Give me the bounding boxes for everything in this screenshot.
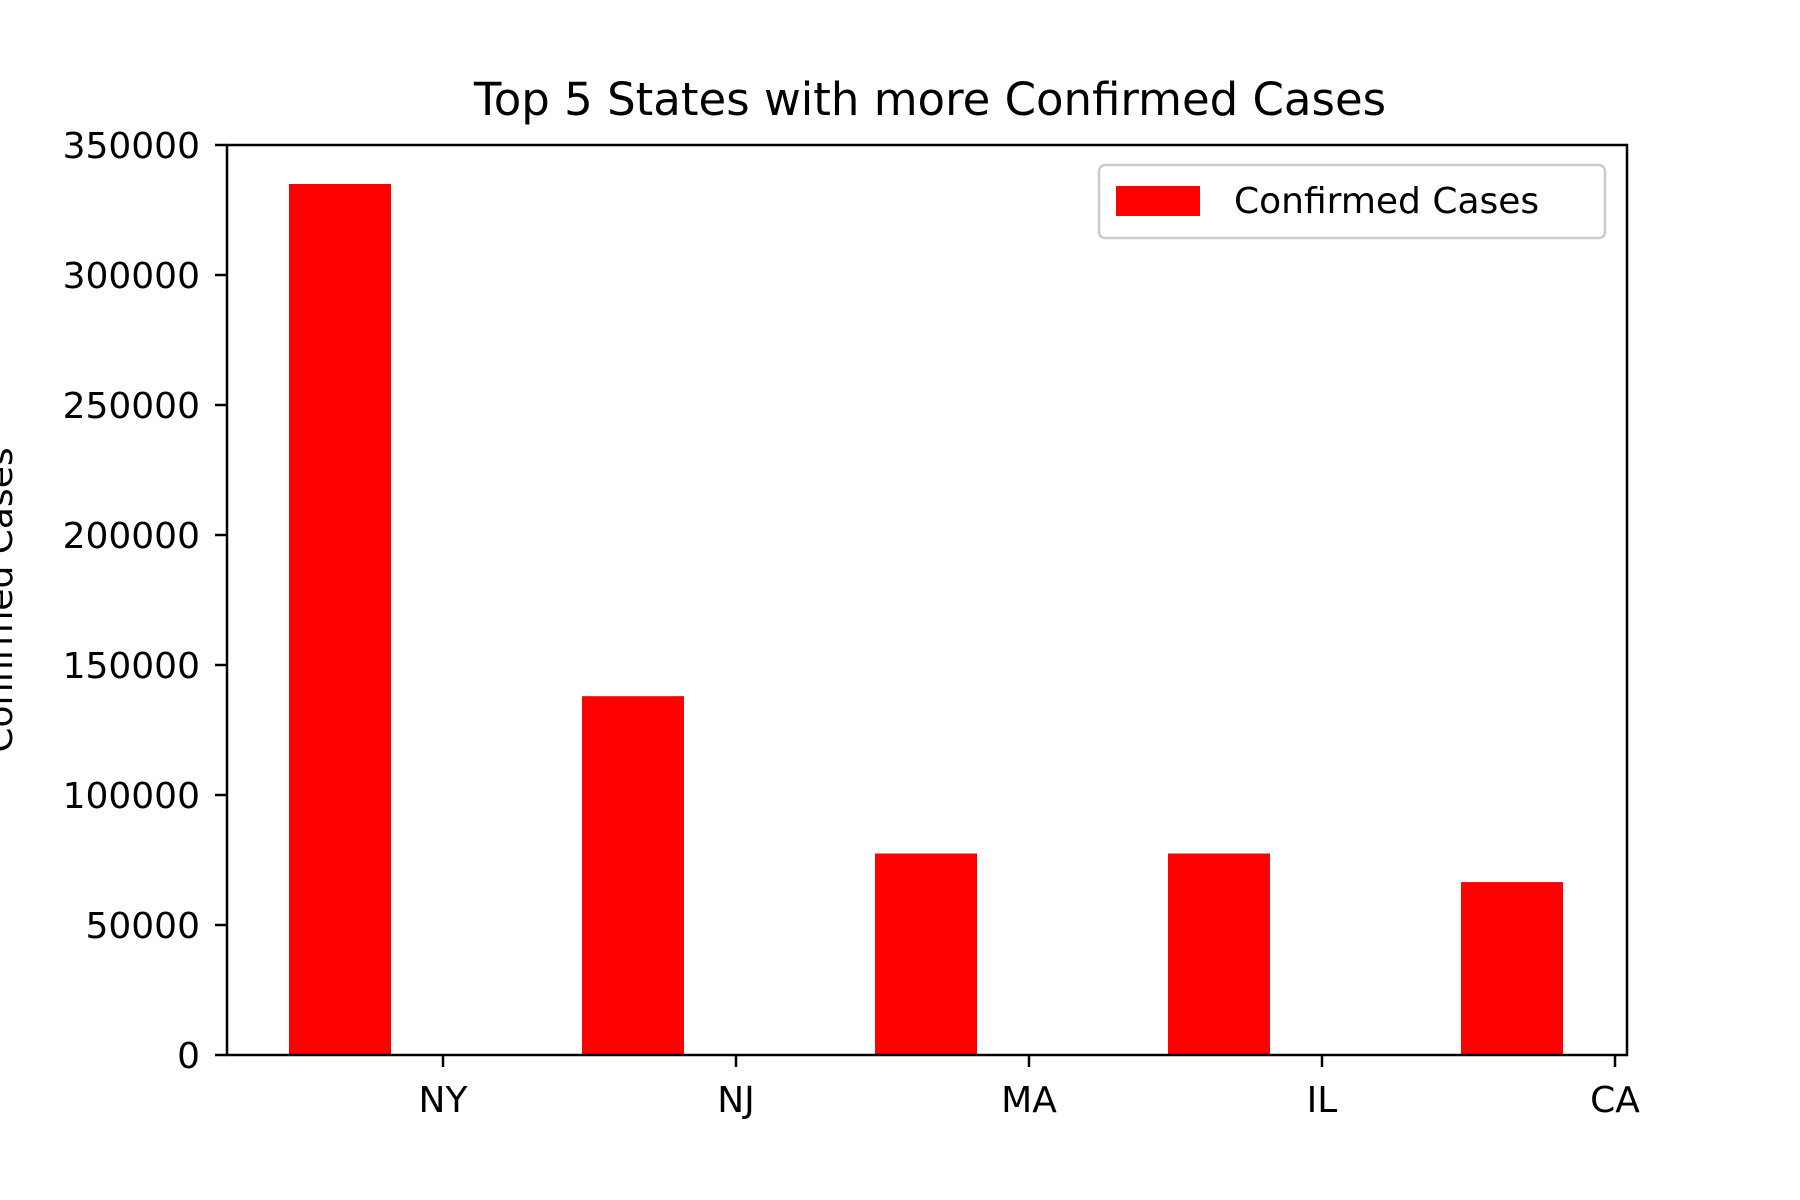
bar-nj	[582, 696, 684, 1055]
y-tick-label: 250000	[63, 386, 200, 427]
y-axis-label: Confirmed Cases	[0, 447, 21, 752]
y-tick-label: 100000	[63, 776, 200, 817]
y-tick-label: 150000	[63, 646, 200, 687]
legend: Confirmed Cases	[1097, 163, 1607, 240]
bar-ca	[1461, 882, 1563, 1055]
y-ticks-layer: 0 50000 100000 150000 200000 250000 300000 3500…	[63, 126, 227, 1077]
y-tick-label: 300000	[63, 256, 200, 297]
y-tick-label: 0	[177, 1036, 200, 1077]
y-tick-label: 50000	[85, 906, 200, 947]
x-tick-label-il: IL	[1307, 1080, 1338, 1121]
x-tick-label-ca: CA	[1590, 1080, 1640, 1121]
bar-ny	[289, 184, 391, 1055]
bars-layer	[289, 184, 1563, 1055]
legend-swatch	[1116, 186, 1200, 216]
legend-box	[1097, 163, 1607, 240]
bar-ma	[875, 853, 977, 1055]
y-tick-label: 350000	[63, 126, 200, 167]
chart-title: Top 5 States with more Confirmed Cases	[473, 73, 1386, 126]
legend-label: Confirmed Cases	[1234, 181, 1539, 222]
y-tick-label: 200000	[63, 516, 200, 557]
x-ticks-layer: NY NJ MA IL CA	[419, 1055, 1640, 1121]
x-tick-label-ny: NY	[419, 1080, 469, 1121]
x-tick-label-nj: NJ	[717, 1080, 755, 1121]
bar-il	[1168, 853, 1270, 1055]
plot-frame	[225, 143, 1629, 1057]
x-tick-label-ma: MA	[1001, 1080, 1057, 1121]
